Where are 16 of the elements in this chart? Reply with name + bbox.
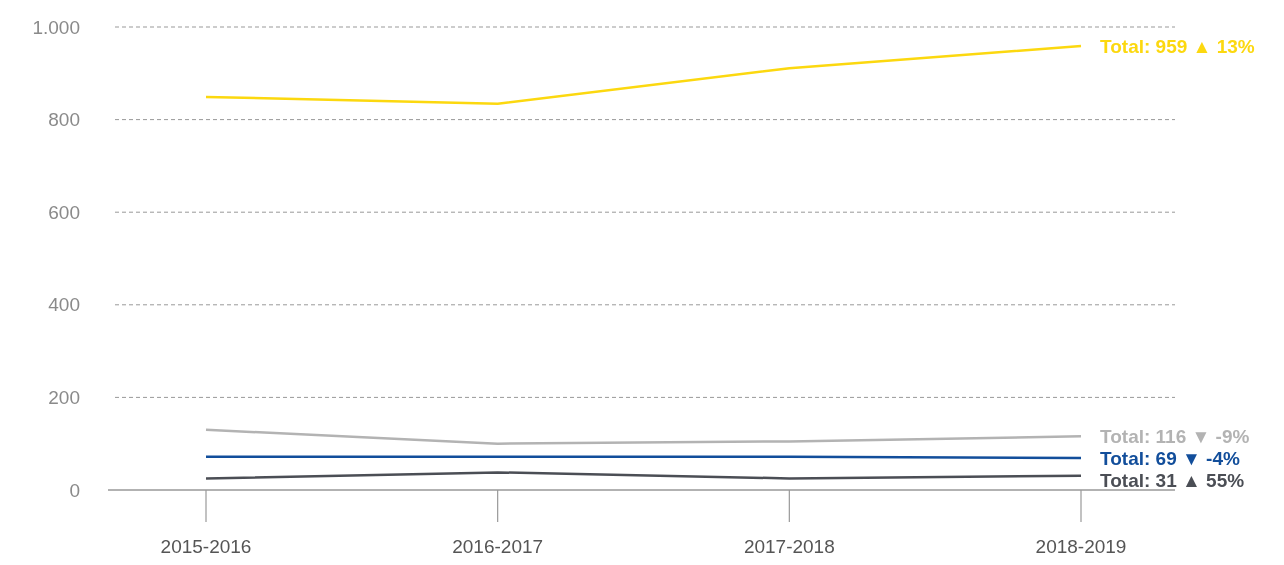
x-tick-label: 2017-2018 [743, 536, 835, 557]
annotation: Total: 31 ▲ 55% [1100, 469, 1245, 491]
y-tick-label: 400 [48, 294, 80, 316]
x-tick-label: 2015-2016 [160, 536, 252, 557]
x-tick-label: 2018-2019 [1035, 536, 1127, 557]
annotation: Total: 116 ▼ -9% [1100, 425, 1250, 447]
y-tick-label: 200 [48, 387, 80, 409]
y-tick-label: 800 [48, 109, 80, 131]
y-tick-label: 1.000 [32, 16, 80, 38]
line-series [204, 428, 1083, 445]
annotation: Total: 959 ▲ 13% [1100, 35, 1255, 57]
x-tick-label: 2016-2017 [452, 536, 544, 557]
y-tick-label: 600 [48, 201, 80, 223]
y-tick-label: 0 [69, 479, 80, 501]
annotation: Total: 69 ▼ -4% [1100, 447, 1240, 469]
line-series [204, 44, 1083, 106]
